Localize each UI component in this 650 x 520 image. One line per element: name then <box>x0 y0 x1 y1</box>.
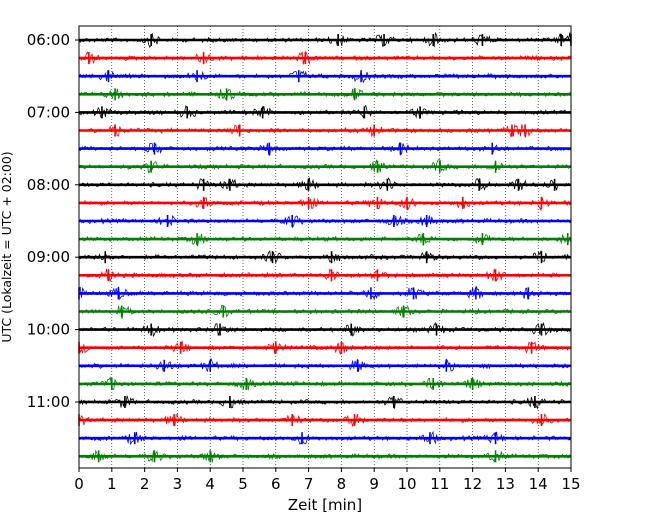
trace-24 <box>78 449 572 463</box>
x-tick-label: 7 <box>304 475 314 493</box>
trace-6 <box>78 123 572 138</box>
trace-3 <box>78 69 572 84</box>
trace-signal <box>78 340 572 356</box>
x-axis-title: Zeit [min] <box>288 496 362 514</box>
y-axis-ticks: 06:00 07:00 08:00 09:00 10:00 11:00 <box>27 31 79 411</box>
trace-7 <box>78 142 572 157</box>
trace-signal <box>78 357 572 372</box>
trace-signal <box>78 285 572 301</box>
trace-4 <box>78 88 572 101</box>
trace-signal <box>78 158 572 174</box>
x-axis-ticks: 0 1 2 3 4 5 6 7 8 9 10 11 12 13 14 15 <box>74 468 581 493</box>
x-tick-label: 6 <box>271 475 281 493</box>
x-tick-label: 5 <box>238 475 248 493</box>
x-tick-label: 3 <box>173 475 183 493</box>
trace-5 <box>78 104 572 119</box>
y-tick-label: 07:00 <box>27 103 70 121</box>
trace-13 <box>78 250 572 264</box>
trace-12 <box>78 233 572 247</box>
x-tick-label: 14 <box>529 475 548 493</box>
x-tick-label: 4 <box>205 475 215 493</box>
trace-20 <box>78 376 572 391</box>
trace-signal <box>79 430 572 446</box>
trace-signal <box>78 268 571 283</box>
x-tick-label: 2 <box>140 475 150 493</box>
trace-signal <box>78 395 572 410</box>
trace-2 <box>78 50 572 65</box>
x-tick-label: 12 <box>463 475 482 493</box>
trace-signal <box>78 31 572 49</box>
trace-signal <box>78 69 572 84</box>
trace-signal <box>78 321 572 338</box>
trace-signal <box>78 104 572 119</box>
x-tick-label: 8 <box>337 475 347 493</box>
x-tick-label: 11 <box>430 475 449 493</box>
y-tick-label: 10:00 <box>27 321 70 339</box>
trace-23 <box>79 430 572 446</box>
trace-signal <box>78 177 572 191</box>
trace-signal <box>78 88 572 101</box>
y-axis-title: UTC (Lokalzeit = UTC + 02:00) <box>0 151 14 342</box>
trace-11 <box>78 215 572 229</box>
trace-22 <box>78 413 572 427</box>
trace-signal <box>78 449 572 463</box>
trace-15 <box>78 285 572 301</box>
x-tick-label: 15 <box>561 475 580 493</box>
trace-signal <box>78 233 572 247</box>
trace-8 <box>78 158 572 174</box>
trace-18 <box>78 340 572 356</box>
trace-1 <box>78 31 572 49</box>
y-tick-label: 11:00 <box>27 393 70 411</box>
trace-signal <box>78 413 572 427</box>
x-tick-label: 9 <box>369 475 379 493</box>
trace-16 <box>79 304 572 319</box>
trace-signal <box>78 123 572 138</box>
trace-signal <box>78 197 572 212</box>
trace-signal <box>78 50 572 65</box>
trace-signal <box>78 215 572 229</box>
x-tick-label: 0 <box>74 475 84 493</box>
trace-signal <box>78 376 572 391</box>
trace-signal <box>78 142 572 157</box>
trace-9 <box>78 177 572 191</box>
trace-10 <box>78 196 572 212</box>
trace-signal <box>78 250 572 264</box>
plot-frame <box>78 25 572 469</box>
trace-19 <box>78 357 572 372</box>
trace-21 <box>78 395 572 410</box>
trace-14 <box>78 268 571 283</box>
trace-signal <box>79 304 572 319</box>
trace-17 <box>78 321 572 338</box>
x-tick-label: 1 <box>107 475 117 493</box>
x-tick-label: 10 <box>397 475 416 493</box>
seismic-traces <box>78 31 572 463</box>
y-tick-label: 06:00 <box>27 31 70 49</box>
x-tick-label: 13 <box>496 475 515 493</box>
y-tick-label: 08:00 <box>27 176 70 194</box>
y-tick-label: 09:00 <box>27 248 70 266</box>
